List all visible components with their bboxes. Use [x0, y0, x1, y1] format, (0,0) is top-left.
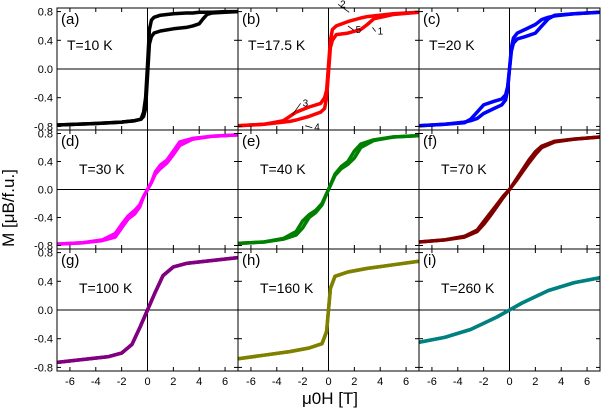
y-tick-label: -0.4	[34, 334, 53, 346]
x-tick-label: -6	[246, 376, 256, 388]
series-loop-down	[57, 133, 238, 246]
y-tick-label: -0.4	[34, 93, 53, 105]
series-loop-down	[419, 135, 600, 244]
series-loop-down	[238, 133, 419, 246]
panel-i: -6 -4 -2 0 2 4 6 (i) T=260 K	[418, 248, 601, 388]
x-tick-label: 6	[222, 376, 228, 388]
panel-label: (g)	[61, 252, 79, 269]
y-axis-title: M [μB/f.u.]	[0, 169, 18, 247]
y-tick-label: 0.4	[38, 276, 53, 288]
panel-b: (b) T=17.5 K 1 2 3 4 5	[237, 0, 420, 134]
series-loop-down	[57, 9, 238, 127]
temperature-label: T=260 K	[441, 280, 495, 296]
panel-label: (d)	[61, 133, 79, 150]
branch-arrow	[291, 103, 301, 116]
x-tick-label: -2	[117, 376, 127, 388]
x-tick-label: 2	[170, 376, 176, 388]
panel-label: (c)	[423, 11, 441, 28]
x-tick-label: 0	[325, 376, 331, 388]
panel-label: (f)	[423, 133, 437, 150]
x-tick-label: 4	[377, 376, 383, 388]
y-tick-label: 0.0	[38, 64, 53, 76]
x-tick-label: 0	[506, 376, 512, 388]
panel-c: (c) T=20 K	[418, 7, 601, 131]
x-tick-label: 4	[196, 376, 202, 388]
temperature-label: T=20 K	[429, 37, 475, 53]
panel-d: 0.8 0.4 0.0 -0.4 -0.8 (d)T=30 K	[34, 129, 239, 253]
branch-label: 3	[303, 98, 309, 109]
branch-label: 5	[356, 25, 362, 36]
temperature-label: T=100 K	[79, 280, 133, 296]
x-axis-title: μ0H [T]	[302, 389, 358, 408]
branch-label: 2	[340, 0, 346, 10]
y-tick-label: -0.8	[34, 121, 53, 133]
y-tick-label: 0.4	[38, 35, 53, 47]
x-tick-label: -2	[298, 376, 308, 388]
panel-f: (f) T=70 K	[418, 129, 601, 250]
series-loop-down	[57, 255, 238, 365]
temperature-label: T=30 K	[79, 161, 125, 177]
series-loop-down	[419, 275, 600, 345]
x-tick-label: 4	[558, 376, 564, 388]
x-tick-label: -6	[427, 376, 437, 388]
y-tick-label: 0.8	[38, 129, 53, 141]
panel-h: -6 -4 -2 0 2 4 6 (h)T=160 K	[237, 248, 420, 388]
branch-arrow	[337, 3, 350, 13]
y-tick-label: -0.4	[34, 213, 53, 225]
series-loop-down	[419, 10, 600, 128]
branch-label: 1	[378, 27, 384, 38]
branch-arrow	[305, 125, 313, 129]
panel-a: 0.8 0.4 0.0 -0.4 -0.8 (a) T=10 K	[34, 7, 239, 133]
y-tick-label: 0.4	[38, 157, 53, 169]
panel-label: (a)	[61, 11, 79, 28]
x-tick-label: -4	[272, 376, 282, 388]
x-tick-label: -6	[65, 376, 75, 388]
temperature-label: T=160 K	[260, 280, 314, 296]
panel-g: -6 -4 -2 0 2 4 6 0.8 0.4 0.0 -0.4 -0.8 (g)T=100 K	[34, 248, 239, 388]
branch-arrow	[347, 25, 354, 31]
x-tick-label: 2	[351, 376, 357, 388]
branch-label: 4	[314, 123, 320, 134]
x-tick-label: -4	[453, 376, 463, 388]
x-tick-label: 0	[144, 376, 150, 388]
y-tick-label: 0.0	[38, 305, 53, 317]
panel-label: (i)	[423, 252, 436, 269]
x-tick-label: 6	[403, 376, 409, 388]
panel-label: (b)	[242, 11, 260, 28]
x-tick-label: 2	[532, 376, 538, 388]
panel-grid: 0.8 0.4 0.0 -0.4 -0.8 (a) T=10 K (b) T=17.5 K 1 2 3…	[34, 0, 601, 388]
temperature-label: T=70 K	[441, 161, 487, 177]
x-tick-label: -2	[479, 376, 489, 388]
panel-label: (e)	[242, 133, 260, 150]
temperature-label: T=40 K	[260, 161, 306, 177]
y-tick-label: 0.8	[38, 248, 53, 260]
y-tick-label: -0.8	[34, 362, 53, 374]
series-loop-down	[238, 10, 419, 128]
y-tick-label: 0.0	[38, 185, 53, 197]
x-tick-label: 6	[584, 376, 590, 388]
panel-e: (e)T=40 K	[237, 129, 420, 250]
x-tick-label: -4	[91, 376, 101, 388]
y-tick-label: -0.8	[34, 241, 53, 253]
temperature-label: T=10 K	[67, 37, 113, 53]
temperature-label: T=17.5 K	[248, 37, 306, 53]
branch-arrow	[372, 27, 376, 32]
panel-label: (h)	[242, 252, 260, 269]
series-loop-down	[238, 259, 419, 361]
y-tick-label: 0.8	[38, 7, 53, 19]
